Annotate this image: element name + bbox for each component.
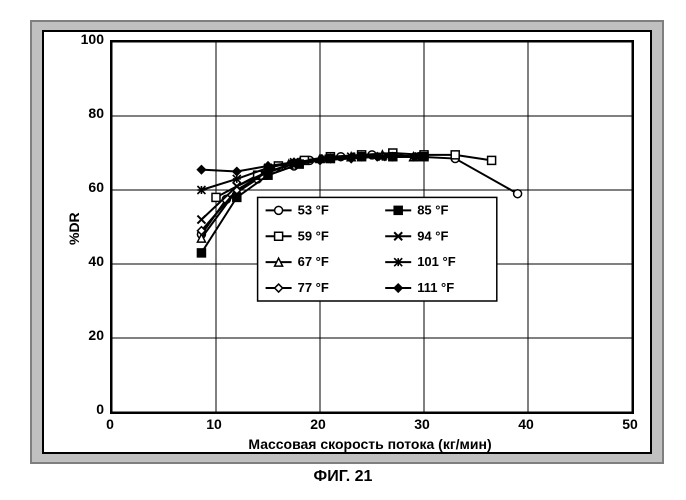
svg-text:67 °F: 67 °F bbox=[298, 254, 329, 269]
x-axis-label: Массовая скорость потока (кг/мин) bbox=[110, 436, 630, 452]
x-tick-label: 20 bbox=[306, 416, 330, 432]
svg-text:53 °F: 53 °F bbox=[298, 202, 329, 217]
y-tick-label: 20 bbox=[88, 327, 104, 343]
svg-text:101 °F: 101 °F bbox=[417, 254, 456, 269]
chart-svg: 53 °F 59 °F 67 °F 77 °F 85 °F 94 °F 101 °F 111 … bbox=[112, 42, 632, 412]
y-tick-label: 60 bbox=[88, 179, 104, 195]
svg-text:85 °F: 85 °F bbox=[417, 202, 448, 217]
svg-text:111 °F: 111 °F bbox=[417, 280, 454, 295]
svg-text:59 °F: 59 °F bbox=[298, 228, 329, 243]
x-tick-label: 40 bbox=[514, 416, 538, 432]
x-tick-label: 30 bbox=[410, 416, 434, 432]
x-tick-label: 10 bbox=[202, 416, 226, 432]
y-tick-label: 100 bbox=[81, 31, 104, 47]
svg-text:94 °F: 94 °F bbox=[417, 228, 448, 243]
figure-caption: ФИГ. 21 bbox=[0, 468, 686, 486]
y-axis-label: %DR bbox=[66, 212, 82, 245]
x-tick-label: 50 bbox=[618, 416, 642, 432]
figure-container: 53 °F 59 °F 67 °F 77 °F 85 °F 94 °F 101 °F 111 … bbox=[0, 0, 686, 500]
x-tick-label: 0 bbox=[98, 416, 122, 432]
y-tick-label: 40 bbox=[88, 253, 104, 269]
chart-plot-area: 53 °F 59 °F 67 °F 77 °F 85 °F 94 °F 101 °F 111 … bbox=[110, 40, 634, 414]
y-tick-label: 0 bbox=[96, 401, 104, 417]
y-tick-label: 80 bbox=[88, 105, 104, 121]
svg-text:77 °F: 77 °F bbox=[298, 280, 329, 295]
